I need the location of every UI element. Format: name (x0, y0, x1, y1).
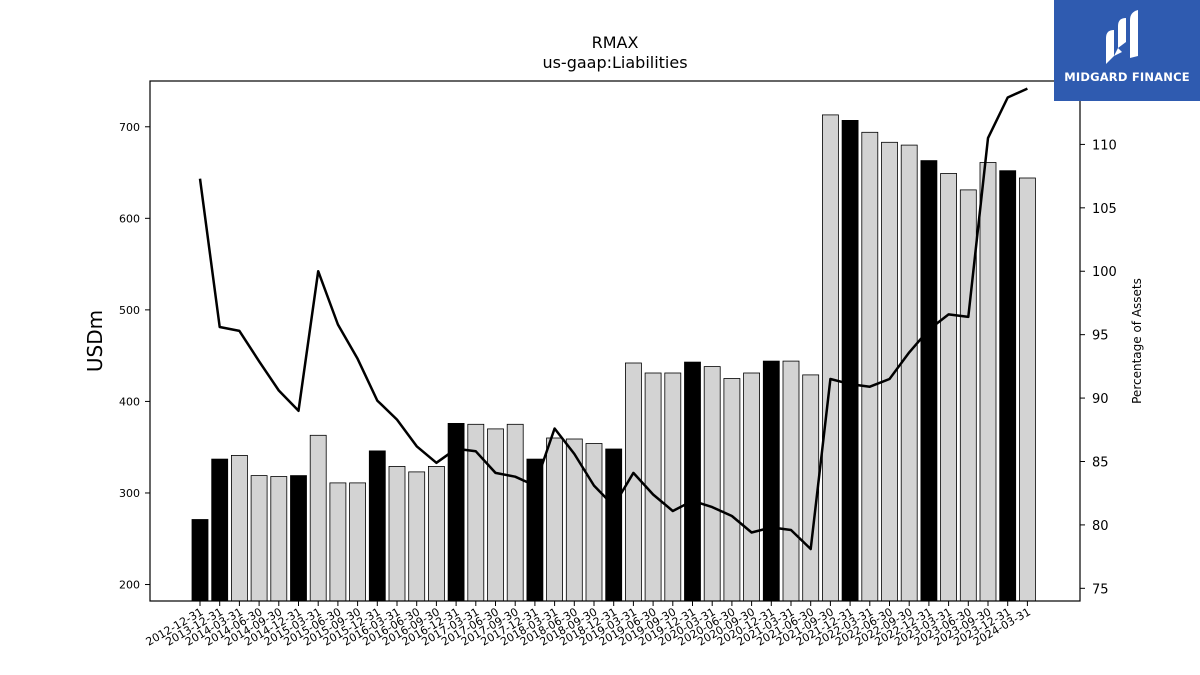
y2-tick-label: 105 (1092, 202, 1117, 217)
y2-tick-label: 85 (1092, 455, 1109, 470)
y2-tick-label: 90 (1092, 392, 1109, 407)
bar (979, 162, 997, 602)
bar (999, 170, 1017, 602)
bar (270, 476, 288, 602)
bar (526, 458, 544, 602)
bar (290, 475, 307, 602)
bar (684, 361, 701, 602)
brand-name: MIDGARD FINANCE (1064, 70, 1190, 84)
y-axis-label: USDm (83, 310, 107, 372)
y-tick-label: 700 (119, 121, 140, 134)
bar (743, 372, 760, 602)
y2-tick-label: 80 (1092, 519, 1109, 534)
bar (191, 519, 209, 602)
bar (940, 173, 957, 602)
bar (703, 366, 721, 602)
bar (329, 482, 347, 602)
midgard-m-icon (1106, 10, 1138, 64)
y-tick-label: 200 (119, 579, 140, 592)
bar (841, 120, 859, 602)
x-axis: 2012-12-312013-12-312014-03-312014-06-30… (144, 601, 1033, 649)
bar (861, 131, 879, 602)
bar (664, 372, 682, 602)
y2-tick-label: 110 (1092, 138, 1117, 153)
bar (920, 160, 938, 602)
chart-title: RMAX (592, 33, 639, 52)
plot-frame (149, 80, 1081, 602)
chart-subtitle: us-gaap:Liabilities (542, 53, 687, 72)
y2-tick-label: 75 (1092, 582, 1109, 597)
bar (585, 443, 603, 602)
bar (1019, 177, 1036, 602)
bar (723, 378, 741, 602)
y-tick-label: 600 (119, 212, 140, 225)
bar (802, 374, 820, 602)
bar (230, 454, 248, 602)
bar (506, 423, 524, 602)
bar (959, 189, 977, 602)
bar (408, 471, 426, 602)
y2-tick-label: 95 (1092, 329, 1109, 344)
y-tick-label: 500 (119, 304, 140, 317)
bar (762, 360, 780, 602)
bar (211, 458, 229, 602)
brand-logo: MIDGARD FINANCE (1054, 0, 1200, 101)
y-tick-label: 300 (119, 487, 140, 500)
bar (388, 465, 406, 602)
bar (368, 450, 386, 602)
line-series (198, 87, 1028, 551)
bar (822, 114, 839, 602)
y2-tick-label: 100 (1092, 265, 1117, 280)
y-tick-label: 400 (119, 395, 140, 408)
bar (782, 360, 800, 602)
bar (605, 448, 623, 602)
bar (250, 475, 268, 602)
bar (309, 434, 327, 602)
bar-series (191, 114, 1036, 602)
right-axis: 75 80 85 90 95 100 105 110 (1080, 138, 1117, 597)
bar (487, 428, 504, 602)
y2-axis-label: Percentage of Assets (1130, 278, 1144, 404)
pct-assets-line (198, 87, 1028, 551)
bar (427, 465, 445, 602)
left-axis: 200 300 400 500 600 700 (119, 121, 150, 592)
bar (546, 437, 563, 602)
bar (349, 482, 367, 602)
bar (900, 144, 918, 602)
